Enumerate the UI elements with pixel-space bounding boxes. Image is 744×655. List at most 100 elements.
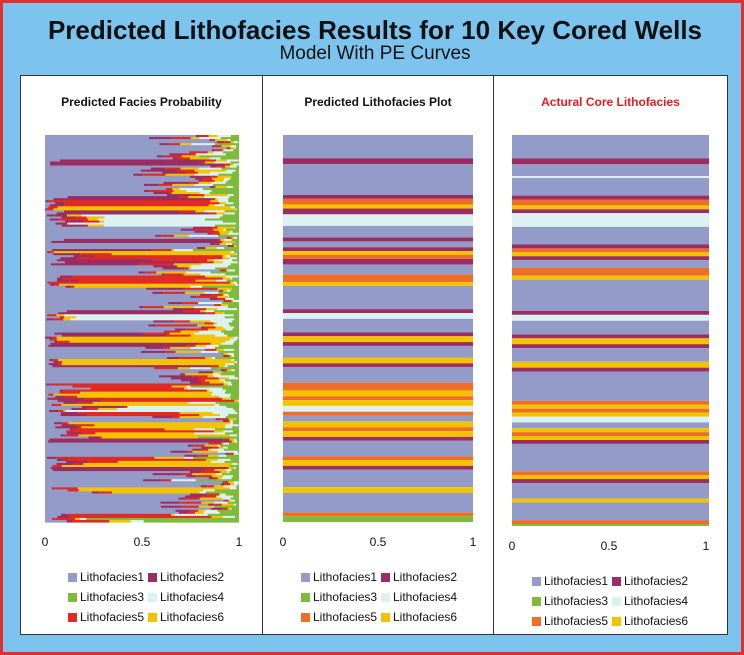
- probability-segment: [215, 204, 225, 207]
- probability-segment: [45, 244, 228, 248]
- probability-segment: [45, 467, 51, 470]
- probability-segment: [218, 200, 229, 203]
- legend-label: Lithofacies3: [544, 594, 609, 608]
- legend-item: Lithofacies5: [301, 610, 377, 624]
- probability-segment: [45, 216, 62, 220]
- probability-segment: [230, 141, 234, 144]
- probability-segment: [94, 424, 226, 427]
- probability-segment: [198, 371, 213, 374]
- probability-segment: [219, 511, 239, 515]
- probability-segment: [228, 295, 230, 299]
- probability-segment: [54, 517, 76, 521]
- probability-segment: [236, 281, 239, 285]
- probability-segment: [62, 277, 223, 281]
- probability-segment: [224, 391, 239, 395]
- probability-segment: [229, 324, 239, 328]
- facies-bar: [283, 332, 473, 337]
- probability-segment: [78, 412, 180, 415]
- probability-segment: [63, 409, 67, 413]
- panel-predicted-lithofacies: Predicted Lithofacies Plot 0 0.5 1 Lithofa…: [262, 75, 494, 635]
- probability-segment: [45, 460, 67, 464]
- probability-segment: [212, 177, 225, 181]
- probability-segment: [232, 462, 238, 466]
- probability-segment: [152, 416, 173, 419]
- probability-segment: [207, 513, 239, 517]
- probability-segment: [64, 204, 209, 207]
- facies-bar: [512, 334, 709, 339]
- probability-segment: [172, 183, 195, 187]
- probability-segment: [45, 157, 173, 161]
- probability-segment: [123, 405, 128, 409]
- probability-segment: [191, 143, 215, 146]
- probability-segment: [158, 183, 173, 187]
- facies-bar: [512, 348, 709, 362]
- probability-segment: [76, 216, 87, 220]
- probability-segment: [223, 420, 229, 423]
- probability-segment: [227, 507, 231, 511]
- probability-segment: [230, 145, 237, 148]
- probability-segment: [222, 497, 231, 501]
- probability-segment: [215, 198, 218, 201]
- facies-bar: [512, 205, 709, 210]
- probability-segment: [187, 444, 194, 448]
- probability-segment: [191, 151, 208, 154]
- probability-segment: [64, 314, 234, 317]
- probability-segment: [190, 346, 215, 350]
- probability-segment: [55, 202, 65, 205]
- probability-segment: [81, 426, 225, 429]
- probability-segment: [209, 157, 221, 161]
- probability-segment: [211, 175, 218, 179]
- probability-segment: [186, 171, 198, 175]
- probability-segment: [203, 489, 215, 493]
- probability-segment: [209, 139, 213, 142]
- probability-segment: [210, 367, 239, 370]
- probability-segment: [217, 287, 232, 291]
- probability-segment: [228, 452, 234, 456]
- probability-segment: [50, 161, 202, 165]
- facies-bar: [283, 204, 473, 209]
- probability-segment: [111, 253, 236, 256]
- probability-segment: [204, 218, 239, 222]
- probability-segment: [45, 489, 68, 493]
- probability-segment: [179, 196, 189, 199]
- legend-label: Lithofacies1: [313, 570, 378, 584]
- probability-segment: [214, 179, 224, 183]
- probability-segment: [206, 308, 218, 311]
- probability-segment: [77, 395, 220, 399]
- probability-segment: [45, 155, 157, 159]
- facies-bar: [512, 248, 709, 253]
- probability-segment: [45, 181, 164, 185]
- probability-segment: [212, 139, 216, 142]
- probability-segment: [178, 497, 187, 501]
- probability-segment: [229, 438, 235, 442]
- probability-segment: [221, 240, 223, 244]
- probability-segment: [233, 314, 239, 317]
- probability-segment: [48, 314, 57, 317]
- probability-segment: [237, 462, 239, 466]
- probability-segment: [171, 385, 187, 389]
- probability-segment: [222, 149, 224, 152]
- probability-segment: [226, 185, 233, 189]
- legend-label: Lithofacies2: [624, 574, 689, 588]
- facies-bar: [283, 194, 473, 199]
- probability-segment: [233, 352, 239, 356]
- probability-segment: [214, 143, 239, 146]
- probability-segment: [45, 440, 49, 444]
- probability-segment: [204, 326, 216, 330]
- probability-segment: [192, 450, 218, 454]
- probability-segment: [45, 187, 166, 191]
- probability-segment: [45, 220, 66, 224]
- probability-segment: [199, 414, 221, 417]
- probability-segment: [171, 137, 191, 140]
- probability-segment: [61, 403, 215, 407]
- x-tick-label: 1: [470, 535, 477, 549]
- probability-segment: [236, 208, 239, 211]
- probability-segment: [215, 312, 224, 315]
- probability-segment: [46, 214, 67, 218]
- probability-segment: [224, 238, 232, 242]
- probability-segment: [180, 330, 200, 334]
- probability-segment: [45, 477, 209, 480]
- probability-segment: [219, 289, 222, 293]
- probability-segment: [45, 503, 209, 507]
- probability-segment: [45, 414, 61, 417]
